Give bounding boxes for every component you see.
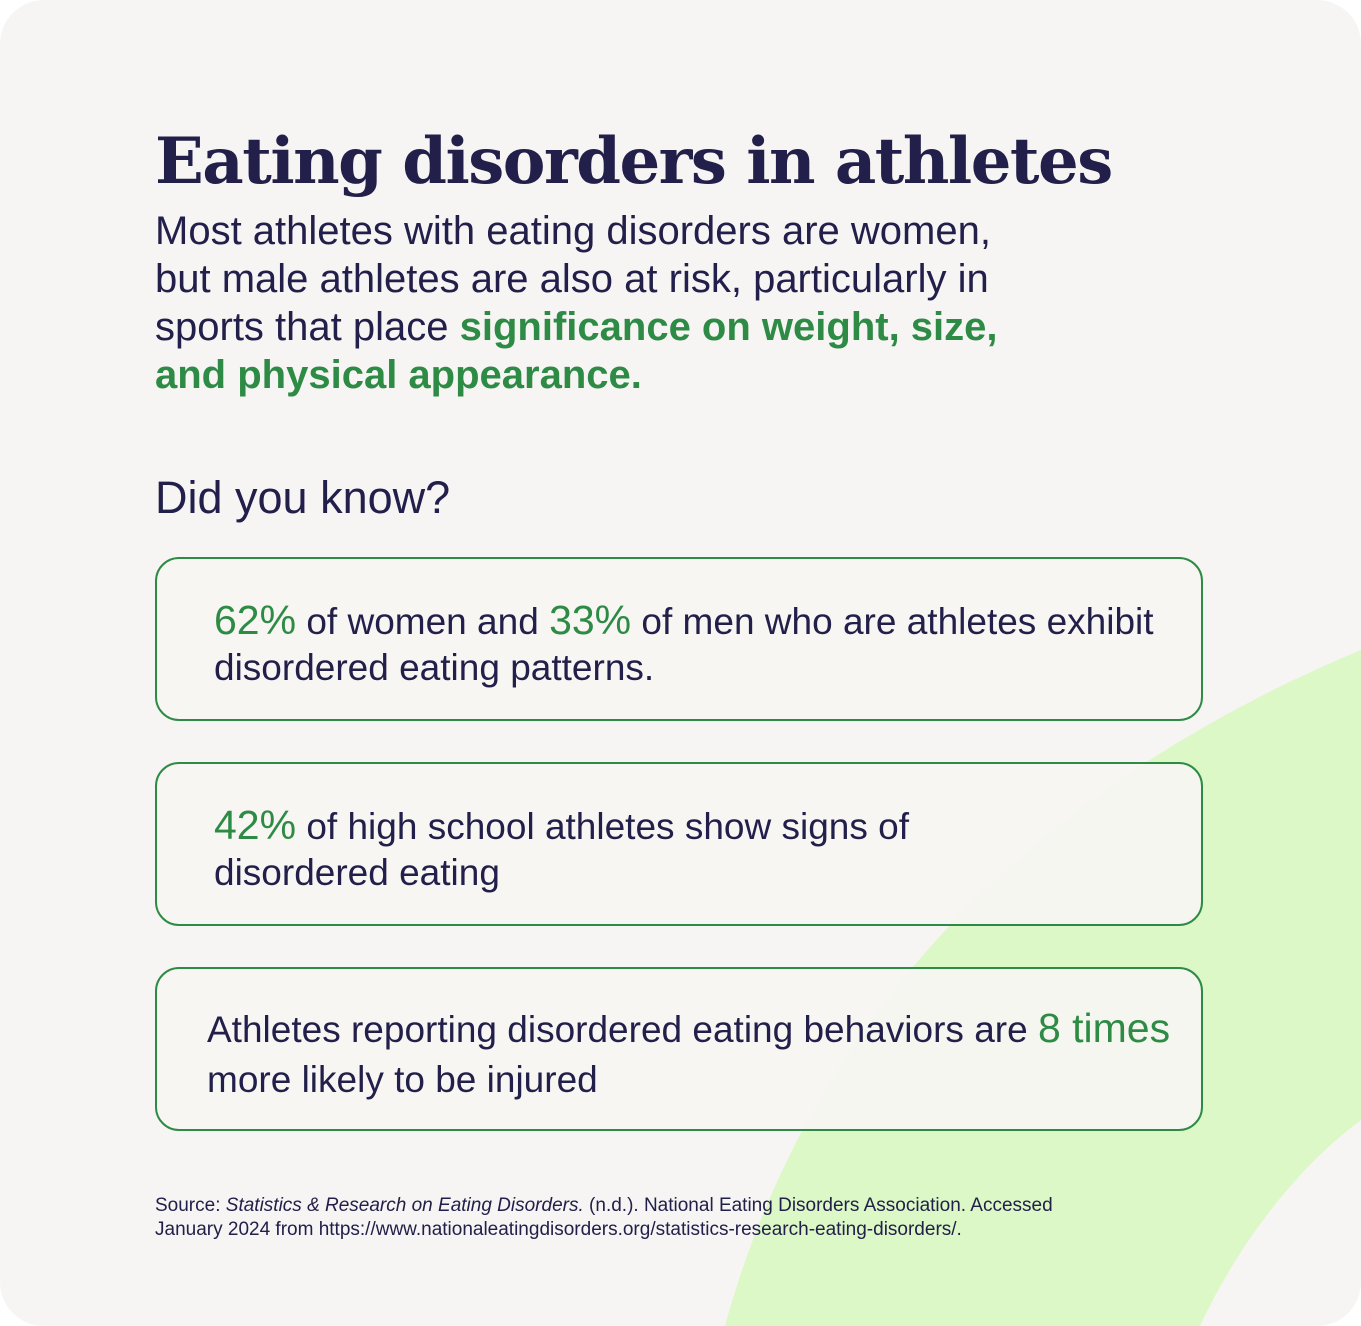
fact-text-1: 62% of women and 33% of men who are athl… <box>214 597 1174 691</box>
stat-high-school: 42% <box>214 802 297 848</box>
fact-3-text-b: more likely to be injured <box>207 1059 598 1100</box>
fact-2-text: of high school athletes show signs of di… <box>214 806 909 893</box>
intro-paragraph: Most athletes with eating disorders are … <box>155 207 1035 399</box>
source-citation: Source: Statistics & Research on Eating … <box>155 1194 1055 1242</box>
fact-card-2: 42% of high school athletes show signs o… <box>155 762 1203 926</box>
stat-injury: 8 times <box>1037 1005 1171 1051</box>
source-details: (n.d.). National Eating Disorders Associ… <box>155 1195 1053 1240</box>
section-heading: Did you know? <box>155 472 451 523</box>
source-title: Statistics & Research on Eating Disorder… <box>225 1195 584 1216</box>
fact-text-2: 42% of high school athletes show signs o… <box>214 802 1014 896</box>
fact-card-3: Athletes reporting disordered eating beh… <box>155 967 1203 1131</box>
intro-text: Most athletes with eating disorders are … <box>155 209 991 349</box>
stat-women: 62% <box>214 597 297 643</box>
fact-text-3: Athletes reporting disordered eating beh… <box>207 1003 1187 1105</box>
source-prefix: Source: <box>155 1195 221 1216</box>
page-title: Eating disorders in athletes <box>155 124 1113 199</box>
fact-3-text-a: Athletes reporting disordered eating beh… <box>207 1009 1028 1050</box>
fact-1-text-a: of women and <box>306 601 539 642</box>
fact-card-1: 62% of women and 33% of men who are athl… <box>155 557 1203 721</box>
fact-1-text-b: of men who are athletes exhibit disorder… <box>214 601 1154 688</box>
stat-men: 33% <box>549 597 632 643</box>
intro-highlight: significance on weight, size, and physic… <box>155 305 998 397</box>
